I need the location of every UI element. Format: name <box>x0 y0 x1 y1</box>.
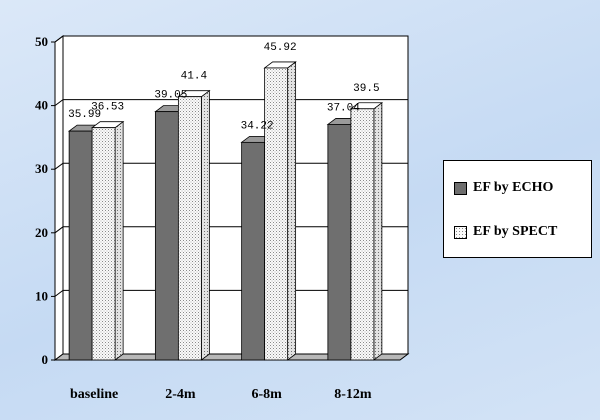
data-label-ef-by-echo: 34.22 <box>241 120 274 132</box>
bars <box>67 61 384 361</box>
data-label-ef-by-spect: 36.53 <box>91 102 124 114</box>
data-label-ef-by-spect: 39.5 <box>353 83 379 95</box>
x-tick-label: 6-8m <box>251 387 282 402</box>
side-wall <box>54 35 64 361</box>
y-tick-label: 50 <box>35 34 48 49</box>
data-label-ef-by-spect: 41.4 <box>181 71 208 83</box>
y-tick-label: 0 <box>42 352 49 367</box>
y-tick-label: 20 <box>35 225 48 240</box>
legend-item-spect: EF by SPECT <box>454 224 557 240</box>
legend-item-echo: EF by ECHO <box>454 180 553 196</box>
data-label-ef-by-echo: 35.99 <box>68 109 101 121</box>
bar-ef-by-spect <box>91 127 116 361</box>
x-axis: baseline 2-4m 6-8m 8-12m <box>70 387 372 402</box>
y-axis: 0 10 20 30 40 50 <box>35 34 56 367</box>
gridline <box>54 35 408 43</box>
y-tick-label: 40 <box>35 98 48 113</box>
y-tick-label: 10 <box>35 288 48 303</box>
bar-side-ef-by-spect <box>114 120 124 361</box>
bar-side-ef-by-spect <box>287 61 297 361</box>
bar-ef-by-echo <box>68 130 93 361</box>
y-tick-label: 30 <box>35 161 48 176</box>
legend-label-spect: EF by SPECT <box>473 224 558 239</box>
legend-swatch-spect <box>454 225 467 239</box>
legend: EF by ECHO EF by SPECT <box>443 160 592 258</box>
data-label-ef-by-spect: 45.92 <box>264 42 297 54</box>
legend-swatch-echo <box>454 181 467 195</box>
bar-ef-by-spect <box>350 108 375 361</box>
bar-ef-by-echo <box>241 141 266 361</box>
data-label-ef-by-echo: 39.05 <box>154 90 187 102</box>
x-tick-label: 2-4m <box>165 387 196 402</box>
data-label-ef-by-echo: 37.04 <box>327 102 360 114</box>
bar-side-ef-by-spect <box>200 89 210 361</box>
x-tick-label: 8-12m <box>334 387 372 402</box>
bar-ef-by-echo <box>327 124 352 361</box>
x-tick-label: baseline <box>70 387 118 402</box>
bar-ef-by-spect <box>264 67 289 361</box>
bar-ef-by-spect <box>177 96 202 361</box>
bar-ef-by-echo <box>154 111 179 361</box>
legend-label-echo: EF by ECHO <box>473 180 554 195</box>
bar-side-ef-by-spect <box>373 101 383 361</box>
